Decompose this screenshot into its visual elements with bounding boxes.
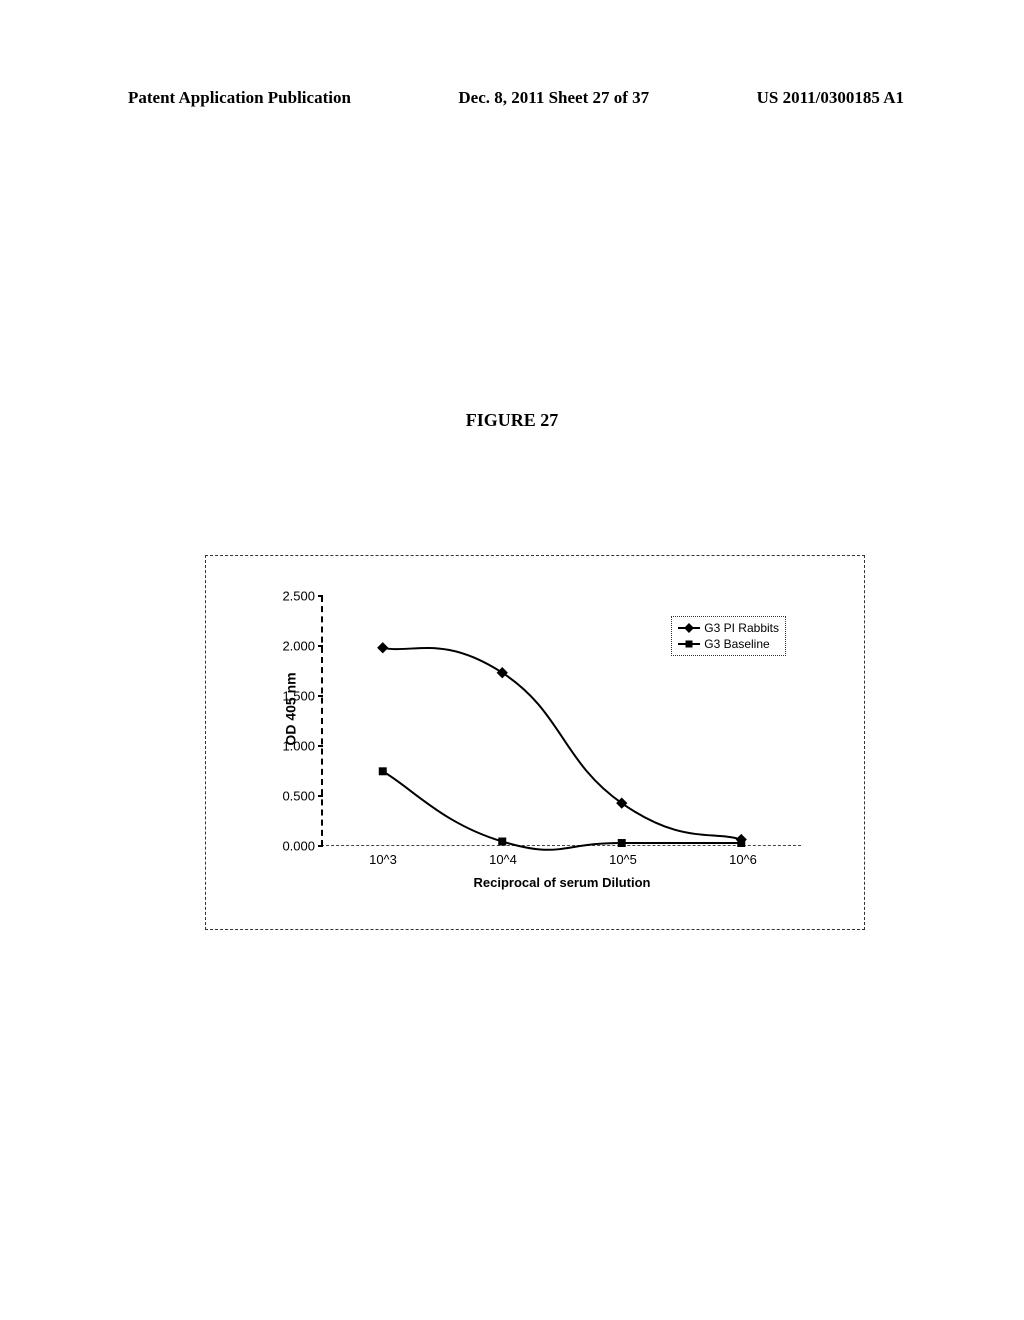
chart-inner: OD 405 nm G3 PI Rabbits G3 Baseline 0.00…	[276, 596, 831, 896]
y-tick-label: 0.000	[273, 839, 315, 854]
square-marker	[379, 767, 387, 775]
x-tick-label: 10^3	[369, 852, 397, 867]
plot-area: G3 PI Rabbits G3 Baseline 0.0000.5001.00…	[321, 596, 801, 846]
diamond-marker	[497, 667, 508, 678]
square-marker	[618, 839, 626, 847]
x-tick-label: 10^5	[609, 852, 637, 867]
page-header: Patent Application Publication Dec. 8, 2…	[0, 88, 1024, 108]
square-marker	[737, 839, 745, 847]
y-tick-label: 2.500	[273, 589, 315, 604]
y-axis-label: OD 405 nm	[283, 672, 299, 745]
series-line	[383, 771, 742, 850]
diamond-marker	[377, 642, 388, 653]
y-tick-label: 1.500	[273, 689, 315, 704]
header-left: Patent Application Publication	[128, 88, 351, 108]
chart-container: OD 405 nm G3 PI Rabbits G3 Baseline 0.00…	[205, 555, 865, 930]
x-tick-label: 10^6	[729, 852, 757, 867]
x-tick-label: 10^4	[489, 852, 517, 867]
x-axis-label: Reciprocal of serum Dilution	[323, 875, 801, 890]
figure-title: FIGURE 27	[0, 410, 1024, 431]
header-center: Dec. 8, 2011 Sheet 27 of 37	[458, 88, 649, 108]
square-marker	[498, 838, 506, 846]
chart-svg	[323, 596, 801, 845]
y-tick-label: 2.000	[273, 639, 315, 654]
header-right: US 2011/0300185 A1	[757, 88, 904, 108]
y-tick-label: 0.500	[273, 789, 315, 804]
y-tick-label: 1.000	[273, 739, 315, 754]
